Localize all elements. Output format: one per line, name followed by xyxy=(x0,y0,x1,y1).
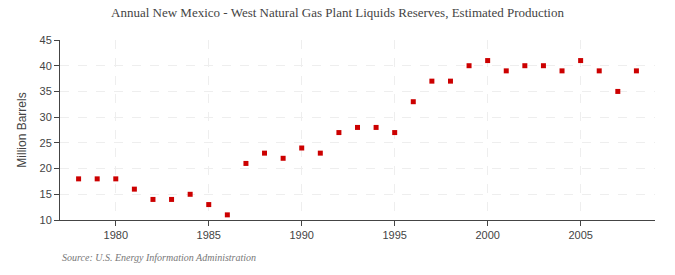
svg-text:40: 40 xyxy=(40,60,52,72)
svg-text:1980: 1980 xyxy=(104,229,128,241)
svg-text:10: 10 xyxy=(40,214,52,226)
svg-text:1995: 1995 xyxy=(382,229,406,241)
svg-text:45: 45 xyxy=(40,34,52,46)
svg-text:25: 25 xyxy=(40,137,52,149)
svg-text:1990: 1990 xyxy=(289,229,313,241)
svg-text:1985: 1985 xyxy=(197,229,221,241)
svg-text:30: 30 xyxy=(40,111,52,123)
svg-text:15: 15 xyxy=(40,188,52,200)
svg-text:20: 20 xyxy=(40,162,52,174)
svg-text:Source: U.S. Energy Informatio: Source: U.S. Energy Information Administ… xyxy=(62,252,256,263)
svg-text:Million Barrels: Million Barrels xyxy=(15,92,29,167)
svg-text:35: 35 xyxy=(40,85,52,97)
svg-text:Annual New Mexico - West Natur: Annual New Mexico - West Natural Gas Pla… xyxy=(111,5,564,20)
svg-text:2005: 2005 xyxy=(568,229,592,241)
svg-text:2000: 2000 xyxy=(475,229,499,241)
